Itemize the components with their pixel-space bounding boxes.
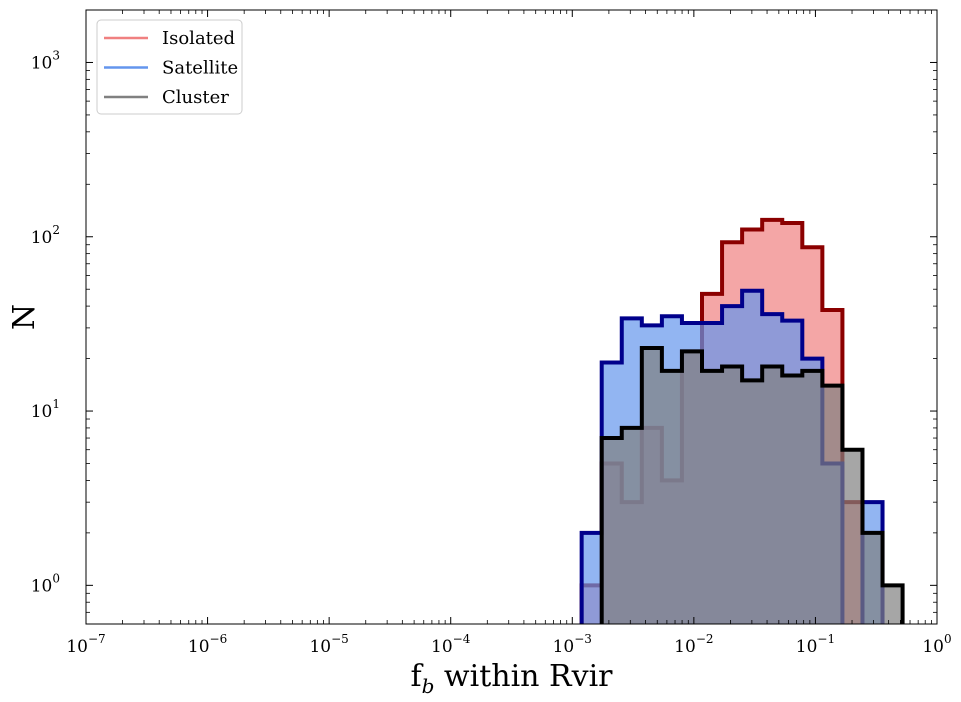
x-tick-base: 10: [796, 637, 818, 657]
x-tick-base: 10: [674, 637, 696, 657]
histogram-fill-cluster: [601, 347, 903, 624]
y-tick-exp: 1: [52, 397, 60, 411]
x-axis-title-rest: within Rvir: [434, 659, 613, 694]
series-cluster: [599, 346, 905, 624]
axis-layer: 10−7 10−6 10−5 10−4 10−3 10−2 10−1 100100101102…: [31, 9, 952, 657]
legend-label-satellite: Satellite: [162, 58, 238, 79]
y-tick-base: 10: [31, 228, 53, 248]
legend-label-cluster: Cluster: [162, 87, 229, 108]
x-tick-base: 10: [188, 637, 210, 657]
x-axis-title-sub: b: [422, 674, 435, 698]
x-tick-label: 10−5: [309, 632, 348, 657]
x-tick-exp: −2: [696, 632, 714, 646]
x-axis-title: fb within Rvir: [410, 659, 613, 698]
x-tick-exp: −6: [210, 632, 228, 646]
series-layer: [579, 217, 905, 624]
x-tick-label: 10−1: [796, 632, 835, 657]
y-tick-exp: 3: [52, 48, 60, 62]
y-tick-label: 102: [31, 223, 60, 248]
x-tick-base: 10: [431, 637, 453, 657]
legend-box: [96, 19, 243, 115]
x-tick-label: 100: [922, 632, 951, 657]
x-axis-title-main: f: [410, 659, 423, 694]
x-tick-label: 10−3: [553, 632, 592, 657]
x-tick-exp: −5: [331, 632, 349, 646]
y-tick-label: 101: [31, 397, 60, 422]
x-tick-exp: −7: [88, 632, 106, 646]
y-tick-label: 100: [31, 571, 60, 596]
x-tick-base: 10: [922, 637, 944, 657]
x-tick-exp: 0: [944, 632, 952, 646]
x-tick-label: 10−2: [674, 632, 713, 657]
y-tick-base: 10: [31, 53, 53, 73]
x-tick-exp: −1: [817, 632, 835, 646]
y-tick-label: 103: [31, 48, 60, 73]
legend: Isolated Satellite Cluster: [96, 19, 243, 115]
x-tick-label: 10−4: [431, 632, 471, 657]
x-tick-exp: −4: [453, 632, 471, 646]
histogram-outline-cluster: [599, 346, 905, 624]
x-tick-label: 10−7: [66, 632, 105, 657]
x-tick-base: 10: [66, 637, 88, 657]
y-tick-base: 10: [31, 576, 53, 596]
x-tick-base: 10: [553, 637, 575, 657]
y-tick-exp: 0: [52, 571, 60, 585]
y-tick-exp: 2: [52, 223, 60, 237]
x-tick-exp: −3: [574, 632, 592, 646]
y-tick-base: 10: [31, 402, 53, 422]
legend-label-isolated: Isolated: [162, 28, 235, 49]
y-axis-title: N: [7, 304, 42, 330]
x-tick-label: 10−6: [188, 632, 227, 657]
x-tick-base: 10: [309, 637, 331, 657]
plot-frame: [85, 9, 938, 625]
